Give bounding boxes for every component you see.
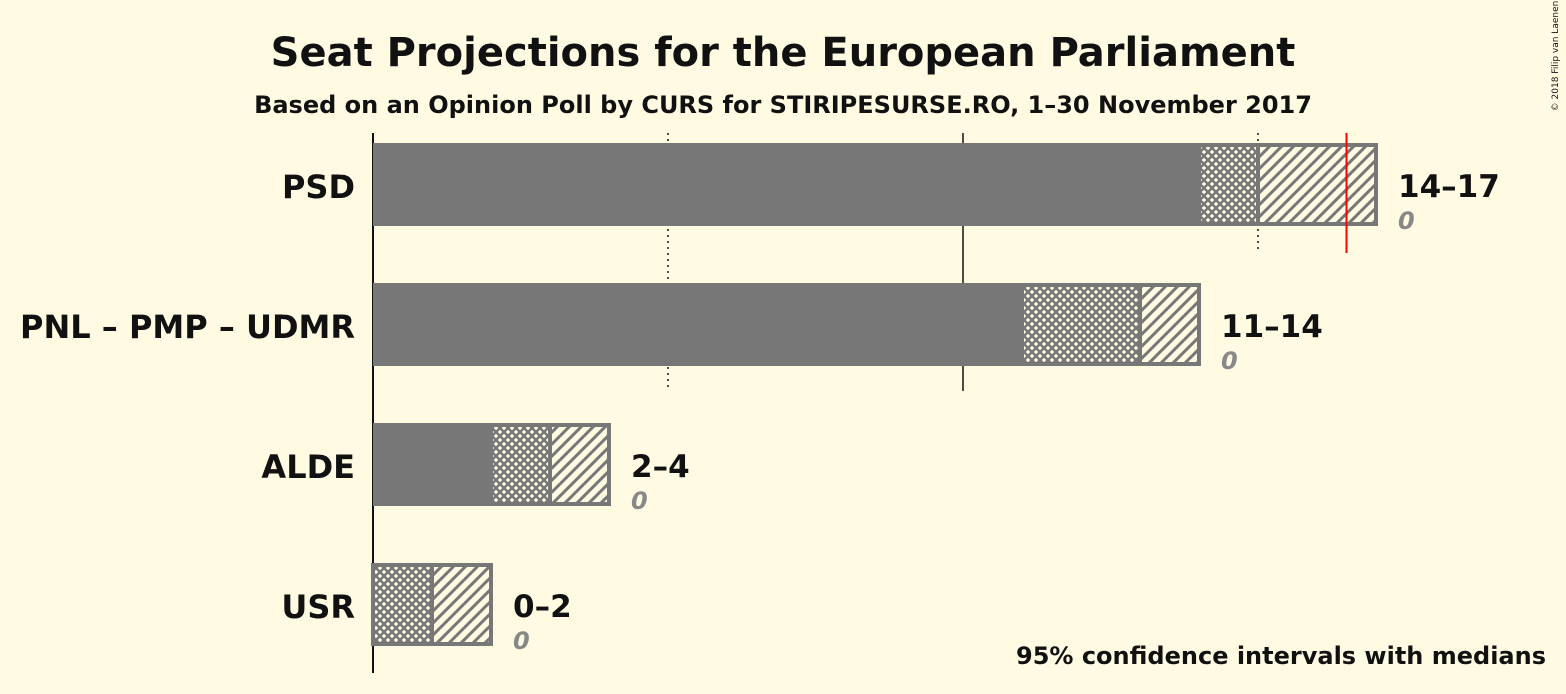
bar-ci80-alde — [489, 423, 552, 506]
bar-ci95-psd — [1256, 143, 1378, 226]
bar-ci80-usr — [371, 563, 434, 646]
last-result-usr: 0 — [513, 627, 530, 655]
chart-title: Seat Projections for the European Parlia… — [271, 30, 1296, 76]
bar-solid-alde — [373, 423, 491, 506]
party-label-usr: USR — [281, 588, 355, 626]
bar-ci95-alde — [548, 423, 611, 506]
range-label-psd: 14–17 — [1398, 169, 1500, 205]
bar-ci80-pnl-pmp-udmr — [1020, 283, 1142, 366]
party-label-psd: PSD — [282, 168, 355, 206]
party-label-alde: ALDE — [261, 448, 355, 486]
bar-solid-psd — [373, 143, 1199, 226]
range-label-usr: 0–2 — [513, 589, 572, 625]
last-result-psd: 0 — [1398, 207, 1415, 235]
bar-solid-pnl-pmp-udmr — [373, 283, 1022, 366]
party-label-pnl-pmp-udmr: PNL – PMP – UDMR — [20, 308, 355, 346]
copyright-notice: © 2018 Filip van Laenen — [1551, 1, 1561, 112]
last-result-pnl-pmp-udmr: 0 — [1221, 347, 1238, 375]
last-result-alde: 0 — [631, 487, 648, 515]
bar-ci95-pnl-pmp-udmr — [1138, 283, 1201, 366]
range-label-pnl-pmp-udmr: 11–14 — [1221, 309, 1323, 345]
chart-subtitle: Based on an Opinion Poll by CURS for STI… — [254, 91, 1312, 119]
range-label-alde: 2–4 — [631, 449, 690, 485]
bar-ci80-psd — [1197, 143, 1260, 226]
bars-group — [371, 133, 1378, 646]
chart-note: 95% confidence intervals with medians — [1016, 642, 1546, 670]
bar-ci95-usr — [430, 563, 493, 646]
